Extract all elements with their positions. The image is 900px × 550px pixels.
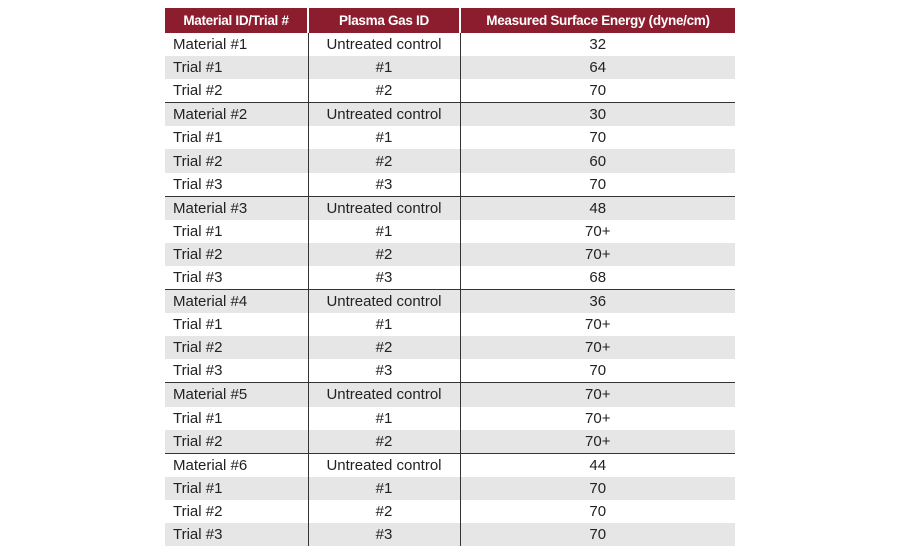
table-cell: Untreated control xyxy=(308,452,461,477)
table-cell: Untreated control xyxy=(308,195,461,220)
table-row: Trial #1 #1 70+ xyxy=(165,313,735,337)
table-cell: Untreated control xyxy=(308,382,461,407)
table-cell: 68 xyxy=(589,268,607,286)
table-row: Trial #3 #3 70 xyxy=(165,522,735,547)
table-cell: Material #5 xyxy=(165,382,309,407)
table-cell: #3 xyxy=(308,359,461,383)
table-cell: Material #4 xyxy=(165,289,309,314)
table-cell: #1 xyxy=(308,313,461,337)
header-cell: Measured Surface Energy (dyne/cm) xyxy=(460,8,735,33)
table-cell: #2 xyxy=(308,79,461,103)
table-row: Trial #2 #2 70+ xyxy=(165,429,735,454)
table-row: Trial #2 #2 70+ xyxy=(165,242,735,266)
header-cell: Material ID/Trial # xyxy=(165,8,309,33)
table-cell: 48 xyxy=(460,195,735,220)
table-cell: Trial #1 xyxy=(165,56,309,80)
table-cell: #1 xyxy=(308,406,461,430)
table-row: Material #3 Untreated control 48 xyxy=(165,195,735,220)
table-row: Trial #1 #1 70+ xyxy=(165,219,735,243)
table-cell: #1 xyxy=(308,126,461,150)
table-cell: 64 xyxy=(460,56,735,80)
header-row: Material ID/Trial # Plasma Gas ID Measur… xyxy=(165,8,735,33)
table-cell: Untreated control xyxy=(308,289,461,314)
table-cell: 70 xyxy=(589,362,607,380)
table-cell: #1 xyxy=(308,219,461,243)
table-cell: Trial #2 xyxy=(165,336,309,360)
table-row: Trial #1 #1 64 xyxy=(165,56,735,80)
table-cell: 70+ xyxy=(585,316,611,334)
table-cell: Material #1 xyxy=(165,33,309,57)
table-cell: #2 xyxy=(308,429,461,454)
table-cell: Untreated control xyxy=(308,33,461,57)
table-cell: Trial #2 xyxy=(165,79,309,103)
table-cell: 70 xyxy=(589,129,607,147)
table-cell: 70+ xyxy=(585,222,611,240)
table-cell: 70 xyxy=(589,175,607,193)
table-cell: Trial #1 xyxy=(165,406,309,430)
table-row: Trial #3 #3 68 xyxy=(165,265,735,290)
table-cell: Trial #1 xyxy=(165,219,309,243)
table-row: Trial #2 #2 70+ xyxy=(165,336,735,360)
table-cell: 70+ xyxy=(585,409,611,427)
table-cell: #3 xyxy=(308,172,461,197)
table-cell: Material #6 xyxy=(165,452,309,477)
table-cell: #1 xyxy=(308,476,461,500)
table-body: Material #1 Untreated control 32 Trial #1 #1… xyxy=(165,33,735,547)
table-cell: Material #3 xyxy=(165,195,309,220)
table-cell: 32 xyxy=(589,36,607,54)
table-cell: #2 xyxy=(308,149,461,173)
table-cell: 44 xyxy=(460,452,735,477)
table-cell: Trial #3 xyxy=(165,172,309,197)
table-cell: 30 xyxy=(460,102,735,127)
table-cell: Trial #3 xyxy=(165,522,309,547)
table-cell: 60 xyxy=(460,149,735,173)
table-cell: #1 xyxy=(308,56,461,80)
table-cell: 70+ xyxy=(460,242,735,266)
data-table: Material ID/Trial # Plasma Gas ID Measur… xyxy=(165,8,735,547)
table-row: Trial #2 #2 60 xyxy=(165,149,735,173)
table-row: Material #2 Untreated control 30 xyxy=(165,102,735,127)
table-cell: 36 xyxy=(460,289,735,314)
table-row: Material #4 Untreated control 36 xyxy=(165,289,735,314)
table-row: Trial #2 #2 70 xyxy=(165,79,735,103)
table-row: Material #5 Untreated control 70+ xyxy=(165,382,735,407)
table-row: Trial #1 #1 70+ xyxy=(165,406,735,430)
table-row: Material #1 Untreated control 32 xyxy=(165,33,735,57)
table-cell: Trial #3 xyxy=(165,265,309,290)
table-cell: Trial #1 xyxy=(165,476,309,500)
table-cell: #2 xyxy=(308,242,461,266)
table-row: Trial #3 #3 70 xyxy=(165,172,735,197)
table-cell: 70 xyxy=(460,522,735,547)
table-cell: Trial #2 xyxy=(165,429,309,454)
table-cell: #2 xyxy=(308,499,461,523)
table-cell: Trial #2 xyxy=(165,242,309,266)
table-cell: Material #2 xyxy=(165,102,309,127)
table-row: Trial #3 #3 70 xyxy=(165,359,735,383)
table-cell: Trial #3 xyxy=(165,359,309,383)
table-cell: 70 xyxy=(589,82,607,100)
table-cell: Trial #1 xyxy=(165,126,309,150)
table-cell: 70+ xyxy=(460,336,735,360)
table-cell: #3 xyxy=(308,522,461,547)
table-cell: 70+ xyxy=(460,382,735,407)
table-cell: Trial #2 xyxy=(165,499,309,523)
table-cell: Untreated control xyxy=(308,102,461,127)
table-cell: #3 xyxy=(308,265,461,290)
table-row: Material #6 Untreated control 44 xyxy=(165,452,735,477)
table-row: Trial #1 #1 70 xyxy=(165,126,735,150)
table-cell: #2 xyxy=(308,336,461,360)
table-cell: 70+ xyxy=(460,429,735,454)
table-row: Trial #2 #2 70 xyxy=(165,499,735,523)
header-cell: Plasma Gas ID xyxy=(308,8,461,33)
table-cell: Trial #2 xyxy=(165,149,309,173)
table-cell: 70 xyxy=(589,502,607,520)
table-row: Trial #1 #1 70 xyxy=(165,476,735,500)
table-cell: Trial #1 xyxy=(165,313,309,337)
table-cell: 70 xyxy=(460,476,735,500)
